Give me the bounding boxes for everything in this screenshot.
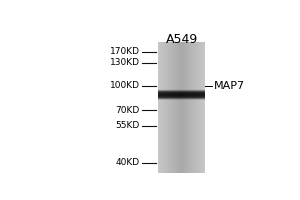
- Text: 40KD: 40KD: [116, 158, 140, 167]
- Text: A549: A549: [166, 33, 198, 46]
- Text: 55KD: 55KD: [116, 121, 140, 130]
- Text: 100KD: 100KD: [110, 81, 140, 90]
- Text: 130KD: 130KD: [110, 58, 140, 67]
- Text: MAP7: MAP7: [214, 81, 245, 91]
- Text: 70KD: 70KD: [116, 106, 140, 115]
- Text: 170KD: 170KD: [110, 47, 140, 56]
